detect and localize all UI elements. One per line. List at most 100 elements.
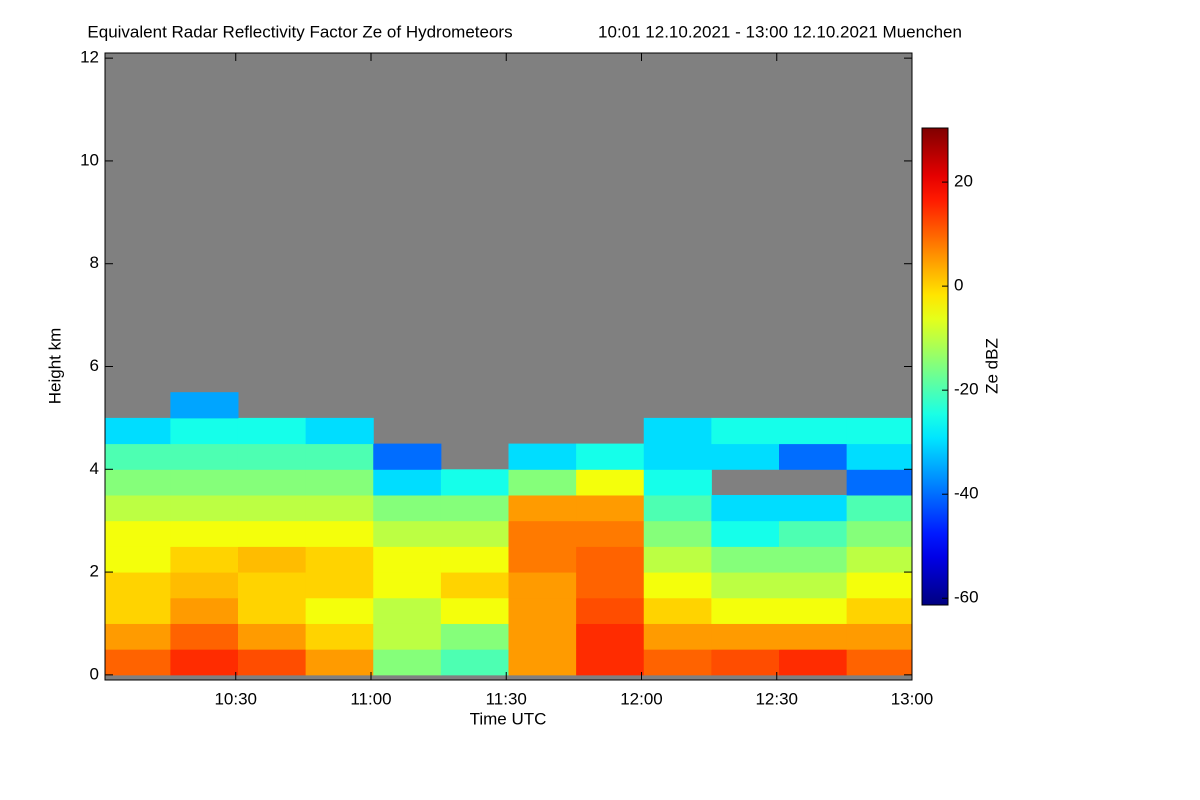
heat-cell: [373, 649, 442, 676]
heat-cell: [508, 443, 577, 470]
heat-cell: [105, 572, 171, 599]
heat-cell: [643, 572, 712, 599]
colorbar-tick-label: 20: [954, 172, 973, 191]
colorbar-tick-label: -20: [954, 380, 979, 399]
heat-cell: [711, 520, 780, 547]
heat-cell: [170, 520, 239, 547]
heat-cell: [373, 469, 442, 496]
heat-cell: [779, 494, 848, 522]
heat-cell: [105, 623, 171, 650]
heat-cell: [779, 597, 848, 624]
heat-cell: [237, 597, 307, 624]
heat-cell: [508, 623, 577, 650]
heat-cell: [711, 494, 780, 522]
heat-cell: [237, 546, 307, 573]
colorbar-label: Ze dBZ: [982, 338, 1001, 394]
heat-cell: [170, 572, 239, 599]
heat-cell: [170, 469, 239, 496]
heat-cell: [643, 623, 712, 650]
heat-cell: [779, 443, 848, 470]
heat-cell: [508, 546, 577, 573]
heat-cell: [576, 623, 645, 650]
heat-cell: [846, 597, 913, 624]
heat-cell: [305, 443, 374, 470]
y-tick-label: 4: [90, 459, 99, 478]
heat-cell: [576, 572, 645, 599]
heat-cell: [305, 597, 374, 624]
heat-cell: [373, 520, 442, 547]
heat-cell: [305, 623, 374, 650]
heat-cell: [440, 520, 509, 547]
x-tick-label: 11:00: [350, 689, 391, 708]
heat-cell: [576, 546, 645, 573]
heat-cell: [846, 417, 913, 445]
x-axis-label: Time UTC: [470, 709, 547, 728]
heat-cell: [711, 623, 780, 650]
y-axis-label: Height km: [45, 328, 64, 405]
heat-cell: [779, 649, 848, 676]
heat-cell: [576, 597, 645, 624]
heat-cell: [508, 597, 577, 624]
heat-cell: [643, 597, 712, 624]
heat-cell: [170, 623, 239, 650]
heat-cell: [170, 443, 239, 470]
heat-cell: [170, 546, 239, 573]
chart-subtitle: 10:01 12.10.2021 - 13:00 12.10.2021 Muen…: [598, 22, 962, 41]
heat-cell: [643, 417, 712, 445]
heat-cell: [373, 546, 442, 573]
colorbar: [921, 127, 949, 606]
heat-cell: [237, 494, 307, 522]
x-tick-label: 12:00: [620, 689, 663, 708]
heat-cell: [305, 649, 374, 676]
heat-cell: [440, 623, 509, 650]
heat-cell: [105, 597, 171, 624]
y-tick-label: 8: [90, 253, 99, 272]
heat-cell: [440, 546, 509, 573]
colorbar-tick-label: 0: [954, 276, 963, 295]
heat-cell: [305, 469, 374, 496]
heat-cell: [576, 443, 645, 470]
heat-cell: [508, 649, 577, 676]
heat-cell: [711, 597, 780, 624]
heat-cell: [373, 443, 442, 470]
heat-cell: [305, 546, 374, 573]
heat-cell: [508, 572, 577, 599]
heat-cell: [711, 572, 780, 599]
heat-cell: [846, 469, 913, 496]
heat-cell: [643, 520, 712, 547]
x-tick-label: 10:30: [214, 689, 257, 708]
heat-cell: [237, 649, 307, 676]
heat-cell: [779, 546, 848, 573]
heat-cell: [440, 469, 509, 496]
heat-cell: [440, 649, 509, 676]
heat-cell: [305, 572, 374, 599]
heat-cell: [779, 623, 848, 650]
heat-cell: [508, 494, 577, 522]
heat-cell: [237, 572, 307, 599]
heat-cell: [508, 520, 577, 547]
heat-cell: [643, 546, 712, 573]
y-tick-label: 2: [90, 562, 99, 581]
chart-title: Equivalent Radar Reflectivity Factor Ze …: [87, 22, 512, 41]
heat-cell: [711, 546, 780, 573]
colorbar-tick-label: -40: [954, 484, 979, 503]
heat-cell: [237, 469, 307, 496]
heat-cell: [508, 469, 577, 496]
y-tick-label: 0: [90, 664, 99, 683]
heat-cell: [105, 443, 171, 470]
heat-cell: [643, 469, 712, 496]
heat-cell: [105, 649, 171, 676]
x-tick-label: 12:30: [755, 689, 798, 708]
heat-cell: [373, 597, 442, 624]
heat-cell: [779, 572, 848, 599]
heat-cell: [237, 623, 307, 650]
heat-cell: [779, 417, 848, 445]
heat-cell: [643, 443, 712, 470]
heat-cell: [170, 597, 239, 624]
heat-cell: [237, 520, 307, 547]
heat-cell: [373, 572, 442, 599]
heat-cell: [105, 546, 171, 573]
heat-cell: [643, 494, 712, 522]
heat-cell: [305, 494, 374, 522]
heat-cell: [373, 623, 442, 650]
